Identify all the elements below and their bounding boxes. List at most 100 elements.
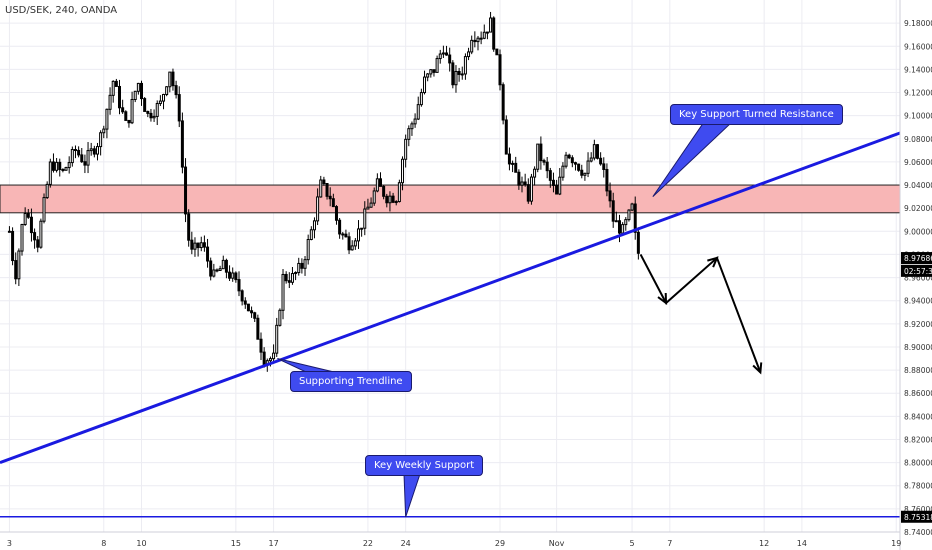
- candle-body: [573, 162, 577, 165]
- candle-body: [319, 179, 323, 198]
- candle-body: [256, 317, 260, 340]
- candle-body: [108, 94, 112, 110]
- candle-body: [111, 80, 115, 96]
- candle-body: [401, 158, 405, 184]
- x-tick-label: 8: [101, 539, 106, 548]
- candle-body: [275, 324, 279, 354]
- price-tag-label: 8.75318: [904, 513, 932, 522]
- candle-body: [369, 202, 373, 208]
- candle-body: [338, 219, 342, 235]
- candle-body: [372, 190, 376, 204]
- candle-body: [7, 230, 11, 233]
- x-tick-label: 7: [667, 539, 672, 548]
- candle-body: [95, 146, 99, 155]
- candle-body: [419, 92, 423, 106]
- y-tick-label: 9.04000: [904, 181, 932, 190]
- candle-body: [297, 262, 301, 274]
- y-tick-label: 9.00000: [904, 227, 932, 236]
- candle-body: [617, 220, 621, 234]
- candle-body: [451, 62, 455, 86]
- projection-arrow-path: [639, 253, 762, 373]
- candle-body: [592, 144, 596, 159]
- candle-body: [149, 112, 153, 119]
- symbol-label: USD/SEK, 240, OANDA: [5, 5, 118, 16]
- candle-body: [243, 300, 247, 305]
- candle-body: [322, 179, 326, 185]
- candle-body: [514, 162, 518, 173]
- y-tick-label: 8.80000: [904, 459, 932, 468]
- candle-body: [224, 259, 228, 273]
- candle-body: [51, 161, 55, 171]
- candle-body: [190, 239, 194, 250]
- candle-body: [143, 98, 147, 112]
- y-tick-label: 9.10000: [904, 112, 932, 121]
- candle-body: [454, 70, 458, 86]
- callout-key-weekly-support: Key Weekly Support: [365, 455, 484, 476]
- candle-body: [117, 85, 121, 109]
- candle-body: [595, 144, 599, 159]
- price-tag-label: 02:57:34: [904, 267, 932, 276]
- candle-body: [356, 228, 360, 242]
- candle-body: [526, 184, 530, 202]
- arrow-head: [657, 292, 668, 306]
- candle-body: [221, 259, 225, 270]
- candle-body: [485, 31, 489, 34]
- y-tick-label: 8.86000: [904, 389, 932, 398]
- candle-body: [287, 280, 291, 283]
- candle-body: [92, 148, 96, 155]
- candle-body: [630, 203, 634, 211]
- candle-body: [253, 312, 257, 319]
- candle-body: [121, 107, 125, 113]
- y-tick-label: 9.12000: [904, 89, 932, 98]
- price-tag-label: 8.97686: [904, 254, 932, 263]
- candle-body: [429, 69, 433, 75]
- candle-body: [353, 240, 357, 247]
- candle-body: [174, 85, 178, 96]
- candle-body: [196, 242, 200, 249]
- candle-body: [70, 149, 74, 164]
- candle-body: [529, 176, 533, 202]
- candle-body: [602, 163, 606, 170]
- candle-body: [350, 245, 354, 251]
- candle-body: [363, 208, 367, 229]
- candle-body: [520, 181, 524, 186]
- candle-body: [312, 220, 316, 231]
- candle-body: [58, 161, 62, 170]
- y-tick-label: 9.14000: [904, 65, 932, 74]
- candle-body: [507, 153, 511, 165]
- candle-body: [548, 170, 552, 181]
- candle-body: [445, 52, 449, 56]
- candle-body: [476, 37, 480, 43]
- candle-body: [391, 195, 395, 203]
- candle-body: [55, 161, 59, 171]
- candle-body: [240, 290, 244, 302]
- candle-body: [83, 161, 87, 166]
- candle-body: [489, 17, 493, 33]
- y-tick-label: 9.08000: [904, 135, 932, 144]
- x-tick-label: 17: [268, 539, 278, 548]
- candle-body: [435, 58, 439, 73]
- candle-body: [218, 268, 222, 271]
- candle-body: [394, 201, 398, 204]
- candle-body: [14, 260, 18, 280]
- candle-body: [199, 242, 203, 249]
- candle-body: [334, 206, 338, 221]
- y-tick-label: 8.94000: [904, 297, 932, 306]
- candle-body: [114, 80, 118, 87]
- candle-body: [426, 73, 430, 78]
- arrow-head: [752, 362, 763, 375]
- y-tick-label: 8.78000: [904, 482, 932, 491]
- candle-body: [168, 71, 172, 88]
- candle-body: [501, 84, 505, 121]
- candle-body: [33, 232, 37, 241]
- candle-body: [26, 213, 30, 218]
- candle-body: [375, 178, 379, 192]
- candle-body: [284, 273, 288, 282]
- candle-body: [268, 358, 272, 362]
- candle-body: [215, 269, 219, 272]
- y-tick-label: 9.18000: [904, 19, 932, 28]
- candle-body: [599, 157, 603, 165]
- candle-body: [586, 160, 590, 174]
- y-tick-label: 8.74000: [904, 528, 932, 537]
